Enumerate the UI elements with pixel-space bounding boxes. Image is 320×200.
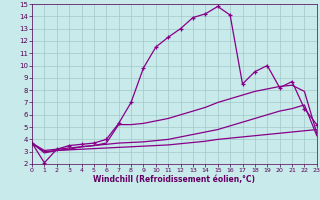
X-axis label: Windchill (Refroidissement éolien,°C): Windchill (Refroidissement éolien,°C)	[93, 175, 255, 184]
